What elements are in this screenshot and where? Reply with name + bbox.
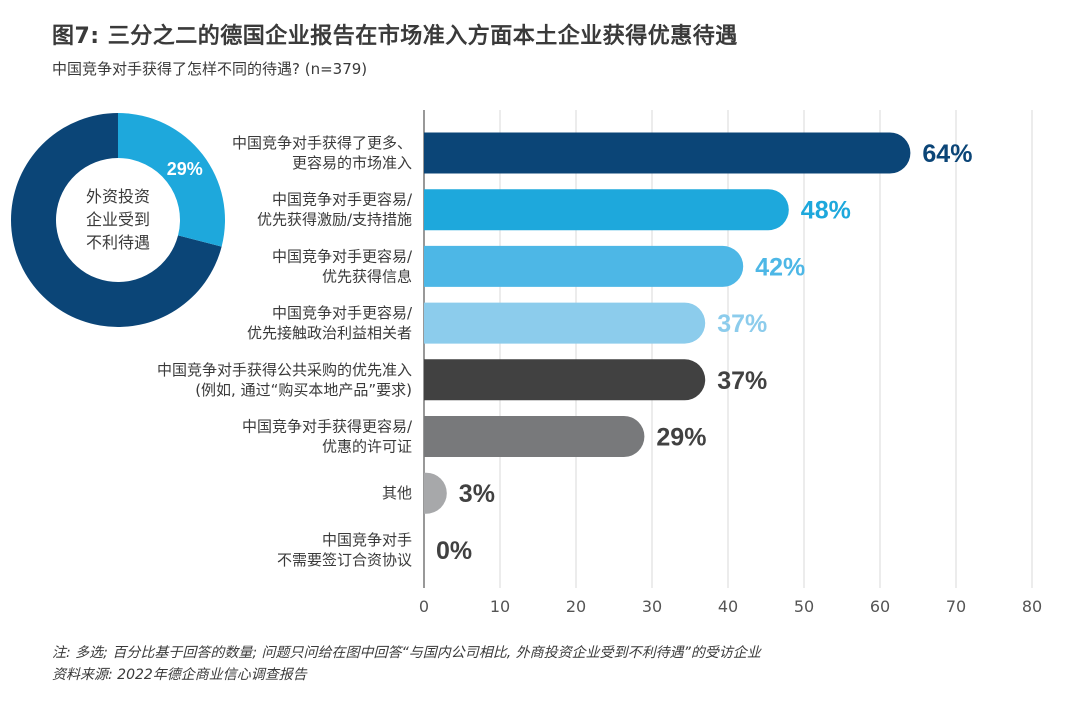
- donut-slice-highlight: [118, 113, 225, 247]
- category-label: 中国竞争对手: [322, 531, 412, 549]
- category-label: 中国竞争对手更容易/: [272, 247, 413, 265]
- bar: [424, 416, 645, 457]
- bar: [424, 189, 789, 231]
- category-label: 中国竞争对手获得更容易/: [242, 418, 413, 436]
- x-tick-label: 30: [642, 597, 662, 616]
- category-label: 优先获得信息: [322, 267, 412, 285]
- x-tick-label: 70: [946, 597, 966, 616]
- bar: [424, 472, 447, 514]
- data-label: 37%: [717, 310, 767, 338]
- category-label: 优先获得激励/支持措施: [257, 211, 412, 229]
- data-label: 48%: [801, 197, 851, 225]
- category-label: 中国竞争对手更容易/: [272, 191, 413, 209]
- bar: [424, 359, 706, 401]
- footnotes: 注: 多选; 百分比基于回答的数量; 问题只问给在图中回答“与国内公司相比, 外…: [52, 642, 761, 686]
- footnote-text: 注: 多选; 百分比基于回答的数量; 问题只问给在图中回答“与国内公司相比, 外…: [52, 645, 761, 661]
- x-tick-label: 40: [718, 597, 738, 616]
- data-label: 37%: [717, 367, 767, 395]
- x-tick-label: 20: [566, 597, 586, 616]
- chart-subtitle: 中国竞争对手获得了怎样不同的待遇? (n=379): [52, 60, 368, 78]
- x-tick-label: 10: [490, 597, 510, 616]
- donut-center-label: 企业受到: [86, 210, 150, 229]
- donut-slice-rest: [10, 113, 222, 328]
- chart-title: 图7: 三分之二的德国企业报告在市场准入方面本土企业获得优惠待遇: [52, 24, 738, 49]
- x-tick-label: 60: [870, 597, 890, 616]
- data-label: 42%: [755, 253, 805, 281]
- donut-slice-label: 29%: [167, 159, 203, 179]
- category-label: (例如, 通过“购买本地产品”要求): [195, 381, 412, 399]
- data-label: 3%: [459, 480, 495, 508]
- category-label: 中国竞争对手获得了更多、: [232, 134, 412, 152]
- x-tick-label: 50: [794, 597, 814, 616]
- bar: [424, 245, 744, 287]
- donut-center-label: 外资投资: [86, 187, 150, 206]
- donut-center-label: 不利待遇: [86, 233, 150, 252]
- source-text: 资料来源: 2022年德企商业信心调查报告: [52, 667, 307, 683]
- category-label: 不需要签订合资协议: [277, 551, 412, 569]
- category-label: 中国竞争对手获得公共采购的优先准入: [157, 361, 412, 379]
- x-tick-label: 0: [419, 597, 429, 616]
- category-label: 其他: [382, 484, 412, 502]
- category-label: 优先接触政治利益相关者: [247, 324, 412, 342]
- category-label: 中国竞争对手更容易/: [272, 304, 413, 322]
- data-label: 0%: [436, 537, 472, 565]
- bar: [424, 132, 911, 174]
- category-label: 更容易的市场准入: [292, 154, 412, 172]
- x-tick-label: 80: [1022, 597, 1042, 616]
- bar: [424, 302, 706, 344]
- data-label: 64%: [922, 140, 972, 168]
- category-label: 优惠的许可证: [322, 438, 412, 456]
- data-label: 29%: [656, 424, 706, 452]
